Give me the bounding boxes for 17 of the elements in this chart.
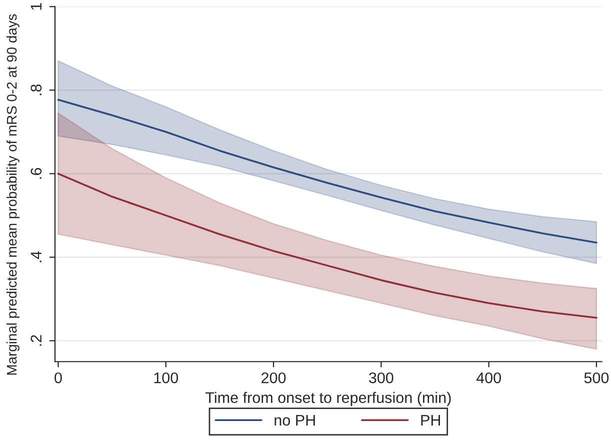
x-tick-label: 0 (54, 372, 62, 384)
x-tick-label: 400 (476, 372, 501, 384)
y-tick-label: .6 (30, 168, 42, 179)
line-series (57, 172, 598, 319)
y-tick-label: .8 (30, 84, 42, 96)
y-tick-label: .4 (30, 251, 42, 262)
legend-label: no PH (274, 414, 315, 426)
x-tick-label: 300 (369, 372, 394, 384)
x-tick-label: 200 (262, 372, 286, 384)
x-axis-title: Time from onset to reperfusion (min) (206, 392, 451, 406)
y-tick-label: .2 (30, 335, 42, 346)
legend-label: PH (421, 414, 440, 426)
y-axis-title: Marginal predicted mean probability of mRS 0-2 at 90 days (6, 14, 20, 375)
y-tick-label: 1 (30, 3, 42, 10)
x-tick-label: 500 (584, 372, 609, 384)
x-tick-label: 100 (154, 372, 178, 384)
line-series (57, 98, 598, 244)
